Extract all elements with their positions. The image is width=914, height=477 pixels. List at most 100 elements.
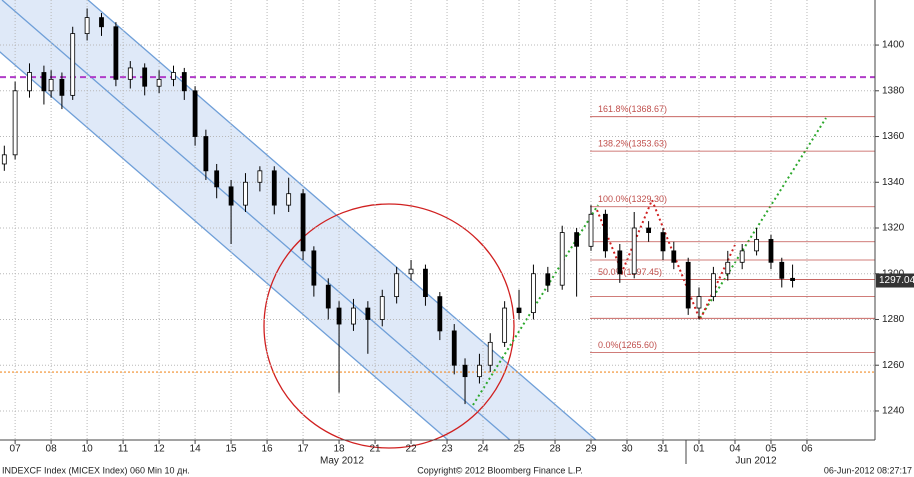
candle-body (790, 277, 795, 282)
candle-body (631, 227, 637, 275)
channel-line (0, 51, 449, 441)
plot: 161.8%(1368.67) 138.2%(1353.63) 100.0%(132… (0, 0, 875, 440)
y-tick-label: 1240 (882, 406, 905, 417)
candle-body (1, 154, 7, 165)
candle-body (214, 170, 220, 188)
candle-body (559, 232, 565, 286)
candle-body (516, 307, 522, 314)
y-tick-label: 1280 (882, 314, 905, 325)
candle-body (48, 78, 54, 92)
x-tick-label: 23 (441, 444, 453, 455)
candle-body (696, 296, 702, 309)
candle-body (84, 17, 90, 35)
x-tick-label: 14 (190, 444, 202, 455)
fib-label: 50.0%(1297.45) (598, 267, 662, 277)
candle-body (181, 72, 187, 92)
candle-body (113, 26, 119, 80)
candle-body (451, 330, 457, 366)
x-tick-label: 10 (82, 444, 94, 455)
candle-body (502, 307, 508, 343)
candle-body (660, 232, 666, 252)
y-tick-label: 1400 (882, 40, 905, 51)
x-tick-label: 04 (729, 444, 741, 455)
x-tick-label: 21 (369, 444, 381, 455)
y-tick-label: 1320 (882, 223, 905, 234)
channel-line (1, 0, 511, 441)
x-tick-label: 16 (262, 444, 274, 455)
candle-body (408, 268, 414, 275)
x-tick-label: 24 (477, 444, 489, 455)
candle-body (365, 307, 371, 320)
candle-body (531, 273, 536, 314)
candle-body (617, 250, 623, 275)
x-tick-label: 17 (298, 444, 310, 455)
candle-body (127, 67, 133, 80)
candle-body (768, 239, 774, 263)
footer-right: 06-Jun-2012 08:27:17 (824, 465, 912, 475)
candle-body (725, 261, 731, 275)
x-tick-label: 05 (765, 444, 777, 455)
fib-label: 138.2%(1353.63) (598, 138, 667, 148)
candle-body (99, 17, 104, 28)
footer-left: INDEXCF Index (MICEX Index) 060 Min 10 д… (2, 465, 190, 475)
x-tick-label: 11 (118, 444, 129, 455)
candle-body (423, 268, 428, 298)
candle-body (325, 284, 331, 309)
candle-body (142, 67, 148, 87)
x-tick-label: 08 (46, 444, 58, 455)
month-label: May 2012 (320, 456, 364, 467)
x-tick-label: 12 (154, 444, 166, 455)
last-price-box (876, 273, 914, 288)
candle-body (685, 261, 691, 309)
candle-body (27, 72, 32, 92)
candle-body (192, 90, 198, 137)
x-tick-label: 06 (801, 444, 813, 455)
channel-line (87, 0, 597, 441)
candle-body (300, 193, 306, 252)
candle-body (228, 186, 234, 206)
candle-body (588, 213, 594, 247)
candle-body (336, 307, 342, 325)
x-tick-label: 07 (10, 444, 22, 455)
candle-body (754, 239, 759, 252)
candle-body (671, 250, 677, 263)
candle-body (603, 213, 608, 252)
candle-body (477, 364, 482, 378)
x-tick-label: 28 (549, 444, 561, 455)
candle-body (257, 170, 263, 183)
y-tick-label: 1340 (882, 177, 905, 188)
footer-center: Copyright© 2012 Bloomberg Finance L.P. (417, 465, 583, 475)
candle-body (311, 250, 317, 286)
fib-label: 0.0%(1265.60) (598, 340, 657, 350)
candle-body (203, 136, 209, 172)
overlays (0, 0, 827, 449)
candle-body (12, 90, 18, 156)
candle-body (70, 33, 76, 96)
x-tick-label: 18 (333, 444, 345, 455)
candle-body (394, 273, 400, 298)
x-tick-label: 25 (513, 444, 525, 455)
x-tick-label: 29 (585, 444, 597, 455)
candle-body (646, 227, 652, 233)
candle-body (59, 78, 65, 96)
candle-body (545, 273, 551, 286)
candle-body (574, 232, 580, 247)
candle-body (171, 72, 176, 80)
candle-body (437, 296, 443, 332)
candle-body (41, 72, 47, 92)
candle-body (779, 261, 785, 279)
candle-body (271, 170, 277, 206)
candle-body (739, 250, 745, 263)
last-price-label: 1297.04 (879, 275, 914, 286)
y-tick-label: 1360 (882, 131, 905, 142)
y-tick-label: 1260 (882, 360, 905, 371)
fib-label: 161.8%(1368.67) (598, 104, 667, 114)
candle-body (156, 78, 162, 87)
fib-label: 100.0%(1329.30) (598, 194, 667, 204)
candle-body (462, 364, 468, 378)
month-label: Jun 2012 (735, 456, 777, 467)
x-tick-label: 01 (693, 444, 705, 455)
x-tick-label: 30 (621, 444, 633, 455)
y-tick-label: 1380 (882, 85, 905, 96)
candle-body (286, 193, 292, 206)
